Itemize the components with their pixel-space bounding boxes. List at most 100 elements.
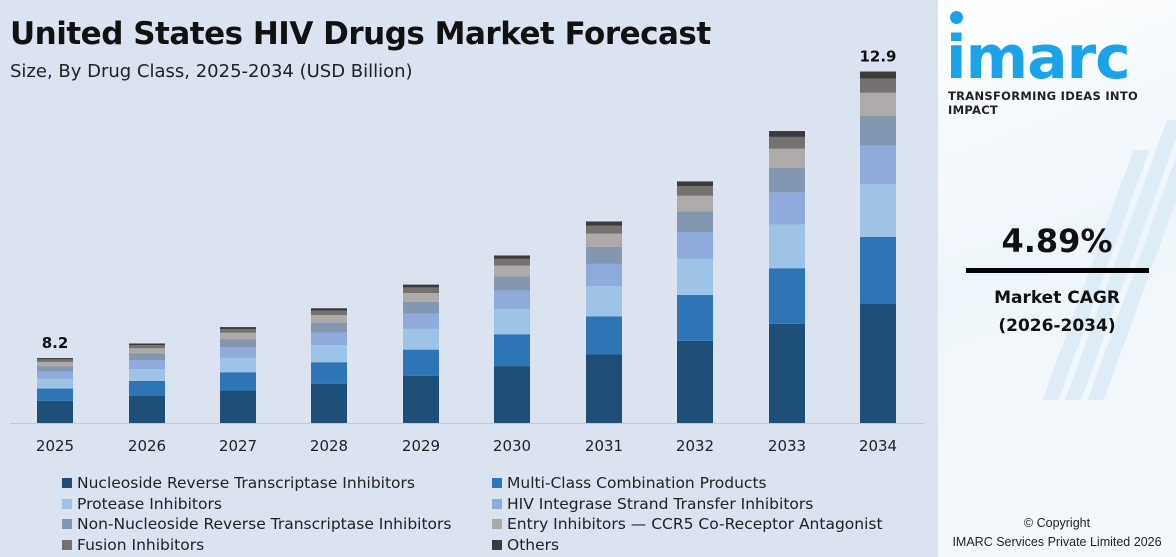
bar-segment-2031-0 [586, 354, 622, 423]
bar-segment-2027-0 [220, 390, 256, 423]
bar-segment-2026-0 [129, 395, 165, 423]
legend-label: Others [507, 535, 560, 554]
cagr-divider [966, 268, 1149, 273]
bar-segment-2025-5 [37, 361, 73, 367]
bar-segment-2031-7 [586, 221, 622, 226]
chart-subtitle: Size, By Drug Class, 2025-2034 (USD Bill… [10, 61, 413, 82]
x-tick-label: 2034 [859, 437, 897, 455]
legend-item: Multi-Class Combination Products [492, 474, 767, 492]
legend-swatch [62, 478, 72, 488]
legend-label: Non-Nucleoside Reverse Transcriptase Inh… [77, 515, 452, 533]
copyright-line-2: IMARC Services Private Limited 2026 [952, 535, 1162, 549]
bar-segment-2033-0 [769, 323, 805, 423]
bar-segment-2027-2 [220, 357, 256, 373]
background-decoration [1065, 120, 1176, 400]
bar-segment-2030-2 [494, 309, 530, 335]
bar-segment-2029-3 [403, 313, 439, 329]
bar-segment-2034-1 [860, 236, 896, 304]
bar-segment-2028-4 [311, 322, 347, 333]
bar-segment-2034-5 [860, 92, 896, 116]
bar-segment-2033-5 [769, 148, 805, 168]
bar-segment-2029-1 [403, 349, 439, 376]
legend-label: Nucleoside Reverse Transcriptase Inhibit… [77, 474, 415, 492]
bar-segment-2026-6 [129, 345, 165, 349]
bar-segment-2025-1 [37, 388, 73, 401]
bar-segment-2028-7 [311, 308, 347, 311]
stacked-bar-chart: 2025 8.2 2026 2027 2028 2029 2030 2031 2032 2033 2… [10, 48, 925, 455]
bar-segment-2032-6 [677, 186, 713, 196]
bar-segment-2030-5 [494, 265, 530, 277]
bar-segment-2027-1 [220, 372, 256, 391]
bar-segment-2032-3 [677, 232, 713, 259]
legend-item: Others [492, 536, 559, 554]
copyright-line-1: © Copyright [1023, 516, 1091, 530]
legend-item: Non-Nucleoside Reverse Transcriptase Inh… [62, 515, 451, 533]
legend-label: Multi-Class Combination Products [507, 474, 767, 492]
bar-segment-2028-1 [311, 362, 347, 384]
bar-segment-2026-7 [129, 343, 165, 346]
bar-segment-2033-7 [769, 131, 805, 137]
brand-panel: imarc TRANSFORMING IDEAS INTO IMPACT 4.8… [938, 0, 1176, 557]
legend-swatch [62, 519, 72, 529]
copyright: © Copyright IMARC Services Private Limit… [938, 514, 1176, 552]
bar-segment-2030-3 [494, 290, 530, 310]
legend-swatch [492, 539, 502, 550]
bar-segment-2026-1 [129, 380, 165, 396]
bar-segment-2031-5 [586, 233, 622, 247]
logo-tagline: TRANSFORMING IDEAS INTO IMPACT [948, 89, 1139, 117]
bar-segment-2025-3 [37, 371, 73, 379]
bar-segment-2030-4 [494, 276, 530, 291]
bar-segment-2025-2 [37, 378, 73, 389]
logo-dot [950, 11, 963, 24]
legend-label: Fusion Inhibitors [77, 535, 205, 554]
bar-segment-2033-3 [769, 192, 805, 225]
bar-segment-2028-0 [311, 383, 347, 423]
x-tick-label: 2033 [768, 437, 806, 455]
bar-segment-2034-2 [860, 184, 896, 237]
bar-segment-2029-5 [403, 292, 439, 302]
bar-segment-2031-3 [586, 263, 622, 287]
bar-segment-2029-4 [403, 301, 439, 314]
x-tick-label: 2025 [36, 437, 74, 455]
bar-segment-2026-4 [129, 353, 165, 361]
bar-segment-2028-5 [311, 315, 347, 323]
bar-segment-2032-5 [677, 195, 713, 212]
data-label: 8.2 [42, 334, 69, 352]
chart-panel: United States HIV Drugs Market Forecast … [10, 16, 925, 554]
data-label: 12.9 [859, 48, 896, 66]
bar-segment-2030-6 [494, 258, 530, 266]
bar-segment-2027-3 [220, 347, 256, 358]
cagr-label-text: Market CAGR [994, 288, 1120, 308]
bar-segment-2034-4 [860, 115, 896, 146]
chart-title: United States HIV Drugs Market Forecast [10, 16, 711, 52]
legend-item: Entry Inhibitors — CCR5 Co-Receptor Anta… [492, 515, 883, 533]
bar-segment-2027-6 [220, 328, 256, 333]
bar-segment-2028-2 [311, 345, 347, 363]
bar-segment-2025-6 [37, 359, 73, 362]
legend-item: Fusion Inhibitors [62, 536, 204, 554]
bar-segment-2030-1 [494, 334, 530, 367]
bar-segment-2029-2 [403, 328, 439, 350]
bar-segment-2030-0 [494, 366, 530, 423]
legend-item: Nucleoside Reverse Transcriptase Inhibit… [62, 474, 415, 492]
legend-swatch [62, 498, 72, 509]
bar-segment-2029-7 [403, 284, 439, 288]
bar-segment-2026-5 [129, 348, 165, 354]
legend-item: HIV Integrase Strand Transfer Inhibitors [492, 495, 813, 513]
bar-segment-2029-6 [403, 287, 439, 293]
x-tick-label: 2029 [402, 437, 440, 455]
bar-segment-2028-6 [311, 310, 347, 316]
bar-segment-2031-1 [586, 316, 622, 355]
bar-segment-2030-7 [494, 255, 530, 259]
x-tick-label: 2028 [310, 437, 348, 455]
legend-swatch [492, 478, 502, 488]
x-tick-label: 2026 [128, 437, 166, 455]
bar-segment-2025-4 [37, 366, 73, 372]
bar-segment-2032-2 [677, 258, 713, 295]
bar-segment-2027-4 [220, 339, 256, 348]
bar-segment-2031-6 [586, 225, 622, 234]
bar-segment-2032-7 [677, 181, 713, 187]
legend-label: HIV Integrase Strand Transfer Inhibitors [507, 494, 814, 513]
bar-segment-2025-0 [37, 400, 73, 423]
bar-segment-2026-2 [129, 369, 165, 381]
